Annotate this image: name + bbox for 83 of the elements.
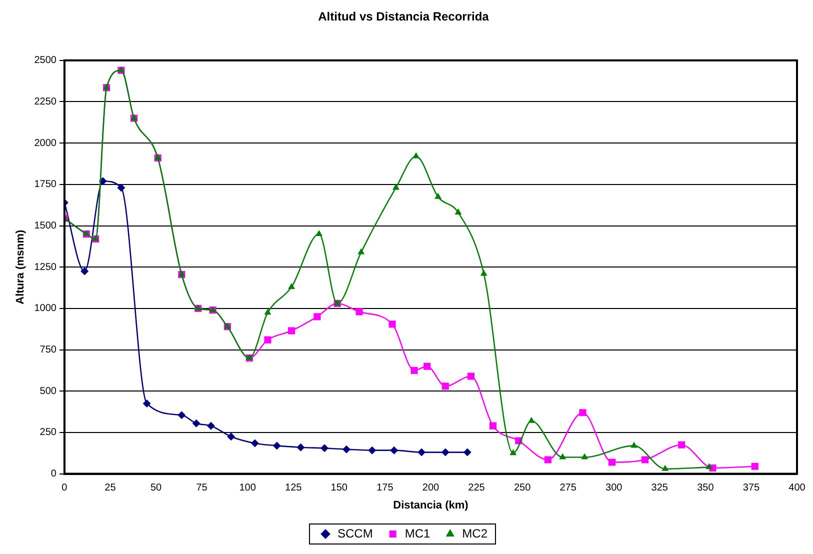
point <box>206 422 215 430</box>
y-tick-label: 250 <box>40 427 57 438</box>
point <box>581 453 588 460</box>
point <box>390 446 398 454</box>
y-tick-label: 1750 <box>34 179 57 190</box>
y-tick-label: 1500 <box>34 220 57 232</box>
x-tick-label: 400 <box>788 482 806 494</box>
x-tick-label: 125 <box>285 482 302 494</box>
point <box>272 442 281 450</box>
point <box>751 462 758 470</box>
point <box>434 192 442 199</box>
point <box>320 444 329 452</box>
x-tick-label: 375 <box>742 482 760 494</box>
x-tick-label: 50 <box>150 482 162 494</box>
point <box>288 282 295 289</box>
y-tick-label: 2000 <box>34 138 57 149</box>
point <box>418 448 426 456</box>
x-tick-label: 300 <box>606 482 623 494</box>
point <box>559 453 566 460</box>
point <box>442 382 449 390</box>
point <box>510 449 517 456</box>
y-axis-title: Altura (msnm) <box>14 229 27 304</box>
x-tick-label: 275 <box>560 482 577 494</box>
point <box>579 409 586 416</box>
point <box>467 372 475 380</box>
point <box>424 362 431 370</box>
point <box>296 443 305 452</box>
point <box>288 327 296 334</box>
point <box>358 248 365 254</box>
legend-label: MC2 <box>462 526 488 540</box>
legend-label: MC1 <box>404 526 430 540</box>
x-axis-title: Distancia (km) <box>393 499 469 512</box>
y-tick-label: 2250 <box>34 96 57 108</box>
point <box>678 441 686 448</box>
point <box>192 419 200 428</box>
x-tick-label: 325 <box>651 482 668 494</box>
y-tick-label: 0 <box>50 468 57 480</box>
point <box>117 184 126 192</box>
point <box>80 267 89 276</box>
point <box>314 313 321 320</box>
point <box>480 270 488 276</box>
y-tick-label: 1000 <box>34 303 57 314</box>
point <box>368 446 376 454</box>
point <box>412 152 420 158</box>
point <box>178 411 186 420</box>
point <box>250 439 259 448</box>
x-tick-label: 100 <box>239 482 256 494</box>
y-tick-label: 2500 <box>34 55 57 66</box>
chart-title: Altitud vs Distancia Recorrida <box>318 10 490 24</box>
point <box>463 448 472 456</box>
point <box>227 432 236 441</box>
point <box>392 184 400 190</box>
x-tick-label: 175 <box>376 482 394 494</box>
x-tick-label: 225 <box>468 482 486 494</box>
legend-label: SCCM <box>338 526 373 540</box>
x-tick-label: 75 <box>196 482 208 494</box>
x-tick-label: 350 <box>697 482 714 494</box>
point <box>264 308 272 315</box>
x-tick-label: 0 <box>62 482 68 494</box>
point <box>641 456 649 464</box>
point <box>489 422 497 430</box>
point <box>528 416 535 423</box>
point <box>142 400 151 408</box>
x-tick-label: 250 <box>514 482 532 494</box>
point <box>662 464 669 471</box>
point <box>316 230 322 236</box>
point <box>388 320 396 328</box>
point <box>608 458 616 466</box>
point <box>264 336 272 344</box>
y-tick-label: 1250 <box>34 262 57 273</box>
x-tick-label: 200 <box>422 482 440 494</box>
point <box>410 366 418 374</box>
point <box>342 445 350 454</box>
point <box>544 456 552 464</box>
point <box>706 463 713 470</box>
point <box>454 208 462 215</box>
point <box>630 442 638 448</box>
y-tick-label: 500 <box>40 386 57 397</box>
y-tick-label: 750 <box>40 344 57 356</box>
x-tick-label: 150 <box>330 482 348 494</box>
point <box>356 308 363 316</box>
point <box>441 448 450 456</box>
x-tick-label: 25 <box>104 482 116 494</box>
